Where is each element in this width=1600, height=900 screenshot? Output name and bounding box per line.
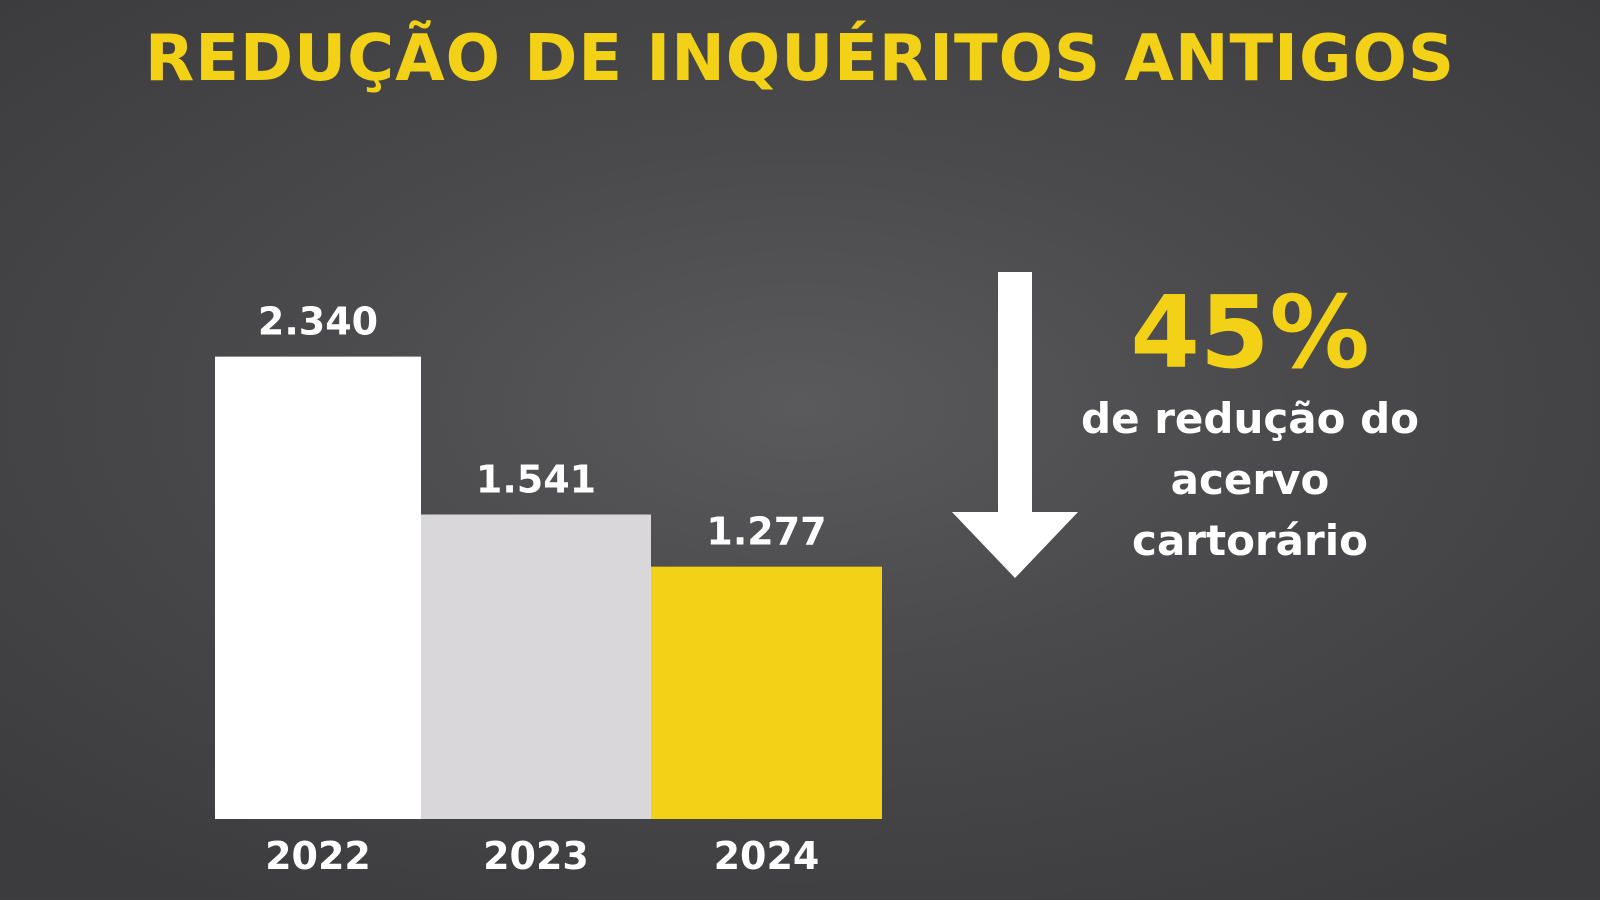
reduction-callout: 45% de redução do acervo cartorário xyxy=(1065,280,1435,572)
reduction-description-line-2: acervo xyxy=(1170,454,1330,504)
category-label-2022: 2022 xyxy=(265,834,371,878)
reduction-description-line-3: cartorário xyxy=(1132,515,1368,565)
value-label-2022: 2.340 xyxy=(258,300,378,344)
category-label-2023: 2023 xyxy=(483,834,589,878)
bar-2024 xyxy=(651,566,882,819)
reduction-description-line-1: de redução do xyxy=(1081,394,1419,443)
value-label-2024: 1.277 xyxy=(706,510,826,554)
value-label-2023: 1.541 xyxy=(476,457,596,501)
chart-title: REDUÇÃO DE INQUÉRITOS ANTIGOS xyxy=(145,22,1455,96)
reduction-percent: 45% xyxy=(1130,274,1370,391)
bar-2022 xyxy=(215,356,421,819)
reduction-description: de redução do acervo cartorário xyxy=(1065,389,1435,572)
down-arrow-icon xyxy=(952,272,1078,578)
category-label-2024: 2024 xyxy=(714,834,820,878)
bar-2023 xyxy=(421,514,651,819)
